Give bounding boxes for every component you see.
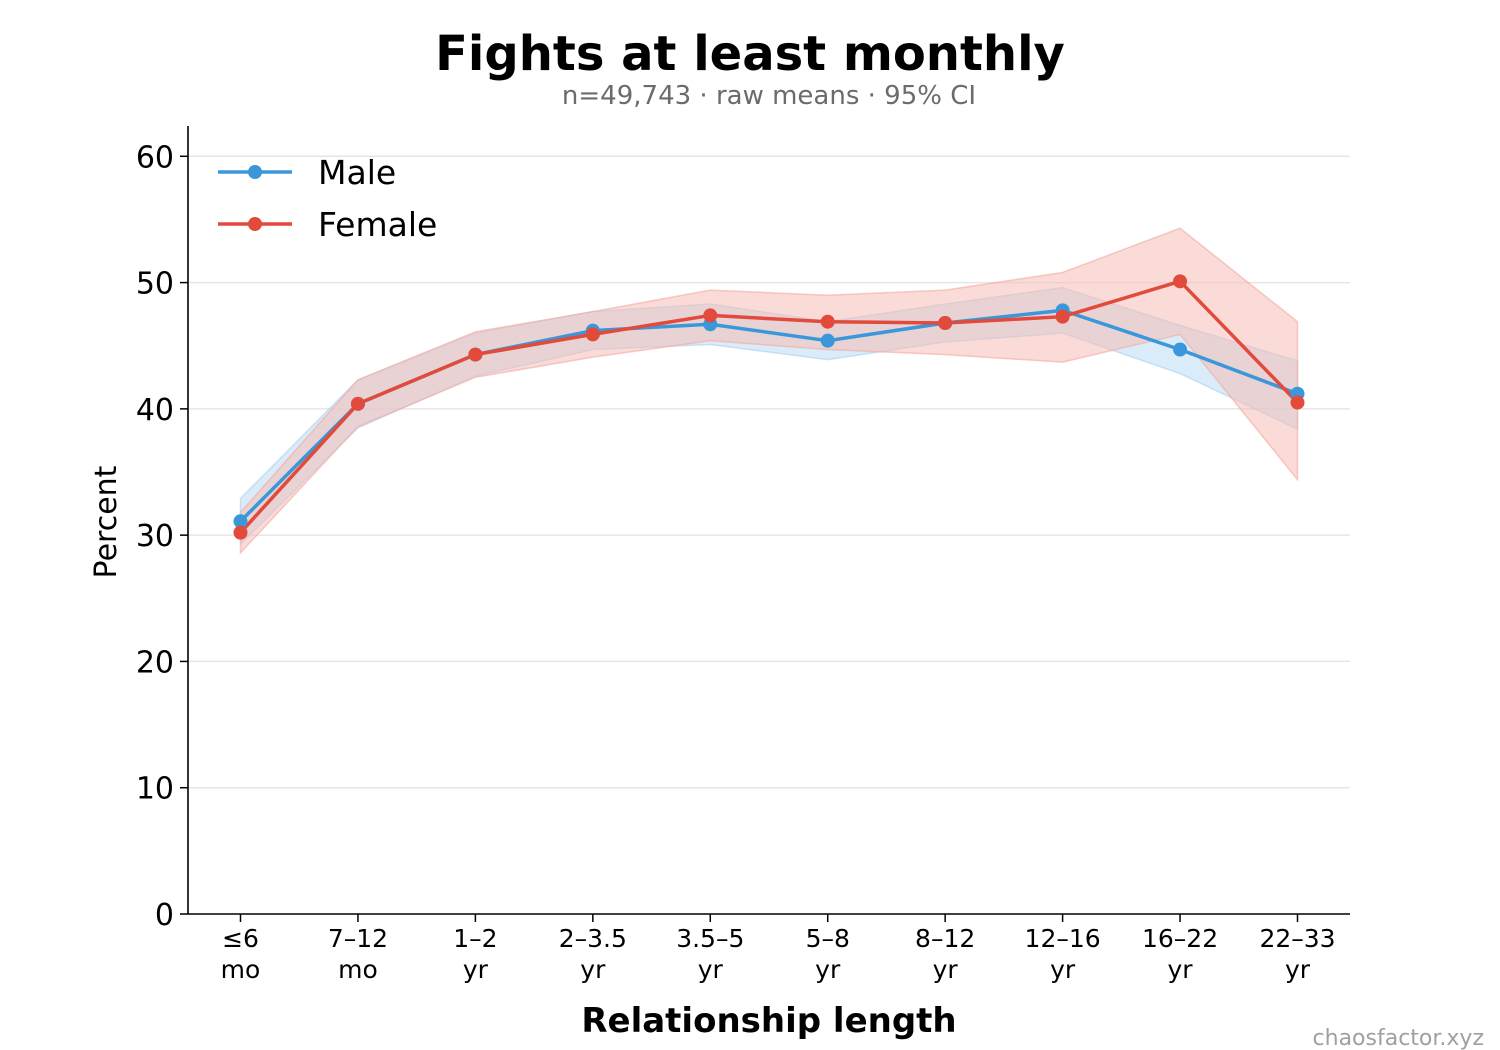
- data-point-male: [820, 333, 835, 348]
- data-point-female: [233, 525, 248, 540]
- x-tick-label-line: yr: [463, 955, 489, 984]
- legend-female-marker: [248, 217, 262, 231]
- data-point-female: [1055, 309, 1070, 324]
- x-tick-label-line: 2–3.5: [559, 924, 627, 953]
- x-tick-label: 16–22 yr: [1142, 924, 1218, 984]
- ci-band-female: [239, 227, 1299, 555]
- data-points: [233, 274, 1305, 540]
- x-tick-label-line: ≤6: [222, 924, 259, 953]
- confidence-bands: [239, 227, 1299, 555]
- y-tick-label: 10: [136, 772, 174, 807]
- data-point-male: [1173, 342, 1188, 357]
- watermark: chaosfactor.xyz: [1313, 1026, 1484, 1050]
- x-tick-label-line: mo: [221, 955, 261, 984]
- chart-title: Fights at least monthly: [435, 26, 1065, 82]
- x-tick-label-line: 3.5–5: [676, 924, 744, 953]
- x-axis-ticks: ≤6 mo7–12 mo1–2 yr2–3.5 yr3.5–5 yr5–8 yr8–12 yr…: [221, 914, 1336, 984]
- legend-female-label: Female: [318, 205, 437, 244]
- series-lines: [239, 279, 1299, 534]
- y-tick-label: 50: [136, 267, 174, 302]
- data-point-female: [1173, 274, 1188, 289]
- x-tick-label-line: yr: [1285, 955, 1311, 984]
- x-tick-label-line: yr: [815, 955, 841, 984]
- x-tick-label-line: 8–12: [915, 924, 975, 953]
- y-axis-label: Percent: [89, 465, 124, 578]
- x-tick-label-line: 12–16: [1025, 924, 1101, 953]
- x-tick-label-line: 7–12: [328, 924, 388, 953]
- x-tick-label-line: yr: [1168, 955, 1194, 984]
- legend-male-label: Male: [318, 153, 396, 192]
- x-tick-label-line: 5–8: [806, 924, 850, 953]
- x-axis-label: Relationship length: [581, 1001, 956, 1041]
- x-tick-label: 7–12 mo: [328, 924, 388, 984]
- y-tick-label: 0: [155, 898, 174, 933]
- x-tick-label-line: yr: [698, 955, 724, 984]
- chart-subtitle: n=49,743 · raw means · 95% CI: [562, 81, 976, 111]
- data-point-female: [820, 314, 835, 329]
- x-tick-label: 1–2 yr: [453, 924, 497, 984]
- x-tick-label: 2–3.5 yr: [559, 924, 627, 984]
- legend-male-marker: [248, 165, 262, 179]
- series-line-female: [239, 279, 1299, 534]
- x-tick-label-line: 22–33: [1259, 924, 1335, 953]
- x-tick-label-line: 16–22: [1142, 924, 1218, 953]
- x-tick-label: 12–16 yr: [1025, 924, 1101, 984]
- y-tick-label: 60: [136, 140, 174, 175]
- y-tick-label: 30: [136, 519, 174, 554]
- x-tick-label-line: 1–2: [453, 924, 497, 953]
- data-point-female: [938, 316, 953, 330]
- y-axis-ticks: 0 10 20 30 40 50 60: [136, 140, 188, 933]
- data-point-male: [233, 514, 248, 529]
- legend: Male Female: [218, 153, 437, 244]
- x-tick-label-line: yr: [1050, 955, 1076, 984]
- x-tick-label-line: mo: [338, 955, 378, 984]
- y-tick-label: 20: [136, 645, 174, 680]
- x-tick-label: 22–33 yr: [1259, 924, 1335, 984]
- data-point-female: [1290, 395, 1305, 410]
- x-tick-label: ≤6 mo: [221, 924, 261, 984]
- x-tick-label: 8–12 yr: [915, 924, 975, 984]
- x-tick-label: 3.5–5 yr: [676, 924, 744, 984]
- x-tick-label-line: yr: [933, 955, 959, 984]
- data-point-female: [350, 396, 365, 411]
- y-tick-label: 40: [136, 393, 174, 428]
- data-point-female: [703, 308, 718, 323]
- data-point-female: [585, 327, 600, 342]
- x-tick-label: 5–8 yr: [806, 924, 850, 984]
- x-tick-label-line: yr: [580, 955, 606, 984]
- data-point-female: [468, 347, 483, 362]
